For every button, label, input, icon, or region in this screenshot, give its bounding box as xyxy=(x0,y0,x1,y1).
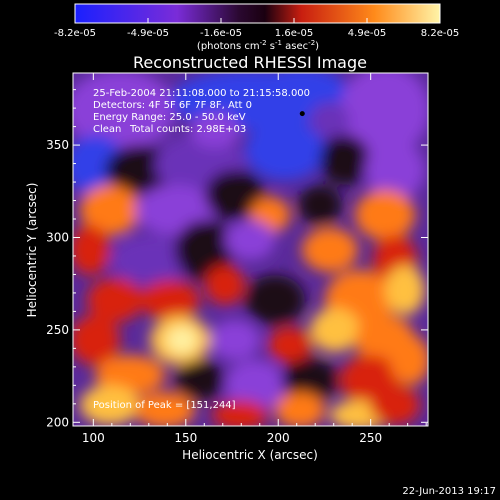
peak-position-annotation: Position of Peak = [151,244] xyxy=(93,400,236,411)
intensity-blob xyxy=(245,120,325,180)
intensity-blob xyxy=(320,135,370,185)
colorbar-unit: (photons cm-2 s-1 asec-2) xyxy=(197,39,319,52)
x-tick-label: 100 xyxy=(82,431,105,445)
colorbar: -8.2e-05 -4.9e-05 -1.6e-05 1.6e-05 4.9e-05 8.… xyxy=(54,3,459,52)
axis-ticks: 100 150 200 250 200 250 300 350 xyxy=(46,73,428,445)
intensity-blob xyxy=(175,220,235,280)
y-tick-label: 250 xyxy=(46,323,69,337)
intensity-blob xyxy=(205,265,245,305)
intensity-blob xyxy=(310,102,350,138)
intensity-blob xyxy=(166,326,198,354)
colorbar-tick-label: 1.6e-05 xyxy=(275,28,313,39)
heatmap-intensity-blobs xyxy=(73,73,428,426)
intensity-blob xyxy=(340,73,428,155)
intensity-blob xyxy=(365,140,425,200)
intensity-blob xyxy=(212,400,268,426)
total-counts-annotation: Total counts: 2.98E+03 xyxy=(129,124,246,135)
peak-marker xyxy=(299,111,305,117)
intensity-blob xyxy=(135,392,195,426)
intensity-blob xyxy=(302,228,358,272)
intensity-blob xyxy=(190,112,240,148)
colorbar-tick-label: -1.6e-05 xyxy=(200,28,242,39)
intensity-blob xyxy=(225,220,275,260)
intensity-blob xyxy=(175,360,225,400)
energy-range-annotation: Energy Range: 25.0 - 50.0 keV xyxy=(93,112,246,123)
colorbar-tick-label: 4.9e-05 xyxy=(348,28,386,39)
colorbar-gradient xyxy=(74,3,441,24)
x-tick-label: 150 xyxy=(174,431,197,445)
heatmap-plot: 100 150 200 250 200 250 300 350 xyxy=(46,72,429,445)
colorbar-tick-label: 8.2e-05 xyxy=(421,28,459,39)
x-tick-label: 250 xyxy=(359,431,382,445)
image-annotations: 25-Feb-2004 21:11:08.000 to 21:15:58.000… xyxy=(93,88,310,411)
clean-annotation: Clean xyxy=(93,124,121,135)
y-tick-label: 350 xyxy=(46,138,69,152)
intensity-blob xyxy=(205,170,265,220)
intensity-blob xyxy=(110,235,190,285)
intensity-blob xyxy=(275,392,325,426)
detectors-annotation: Detectors: 4F 5F 6F 7F 8F, Att 0 xyxy=(93,100,252,111)
intensity-blob xyxy=(140,280,200,320)
plot-frame xyxy=(72,72,429,427)
colorbar-tick-label: -8.2e-05 xyxy=(54,28,96,39)
intensity-blob xyxy=(80,385,140,425)
intensity-blob xyxy=(87,278,143,322)
intensity-blob xyxy=(73,225,110,275)
intensity-blob xyxy=(298,185,342,225)
y-axis-label: Heliocentric Y (arcsec) xyxy=(25,183,39,318)
intensity-blob xyxy=(310,308,360,352)
time-range-annotation: 25-Feb-2004 21:11:08.000 to 21:15:58.000 xyxy=(93,88,310,99)
x-tick-label: 200 xyxy=(267,431,290,445)
intensity-blob xyxy=(390,335,428,385)
x-axis-label: Heliocentric X (arcsec) xyxy=(182,448,318,462)
footer-date: 22-Jun-2013 19:17 xyxy=(402,486,496,497)
intensity-blob xyxy=(370,385,420,425)
intensity-blob xyxy=(385,265,425,315)
intensity-blob xyxy=(210,320,260,360)
intensity-blob xyxy=(245,275,305,325)
intensity-blob xyxy=(282,358,338,402)
colorbar-tick-label: -4.9e-05 xyxy=(127,28,169,39)
intensity-blob xyxy=(268,327,312,363)
intensity-blob xyxy=(225,360,285,410)
colorbar-ticks: -8.2e-05 -4.9e-05 -1.6e-05 1.6e-05 4.9e-05 8.… xyxy=(54,18,459,39)
intensity-blob xyxy=(80,185,140,235)
intensity-blob xyxy=(355,190,415,240)
y-tick-label: 200 xyxy=(46,415,69,429)
chart-title: Reconstructed RHESSI Image xyxy=(133,53,367,72)
intensity-blob xyxy=(73,315,120,365)
intensity-blob xyxy=(95,355,165,395)
intensity-blob xyxy=(120,115,160,145)
y-tick-label: 300 xyxy=(46,230,69,244)
